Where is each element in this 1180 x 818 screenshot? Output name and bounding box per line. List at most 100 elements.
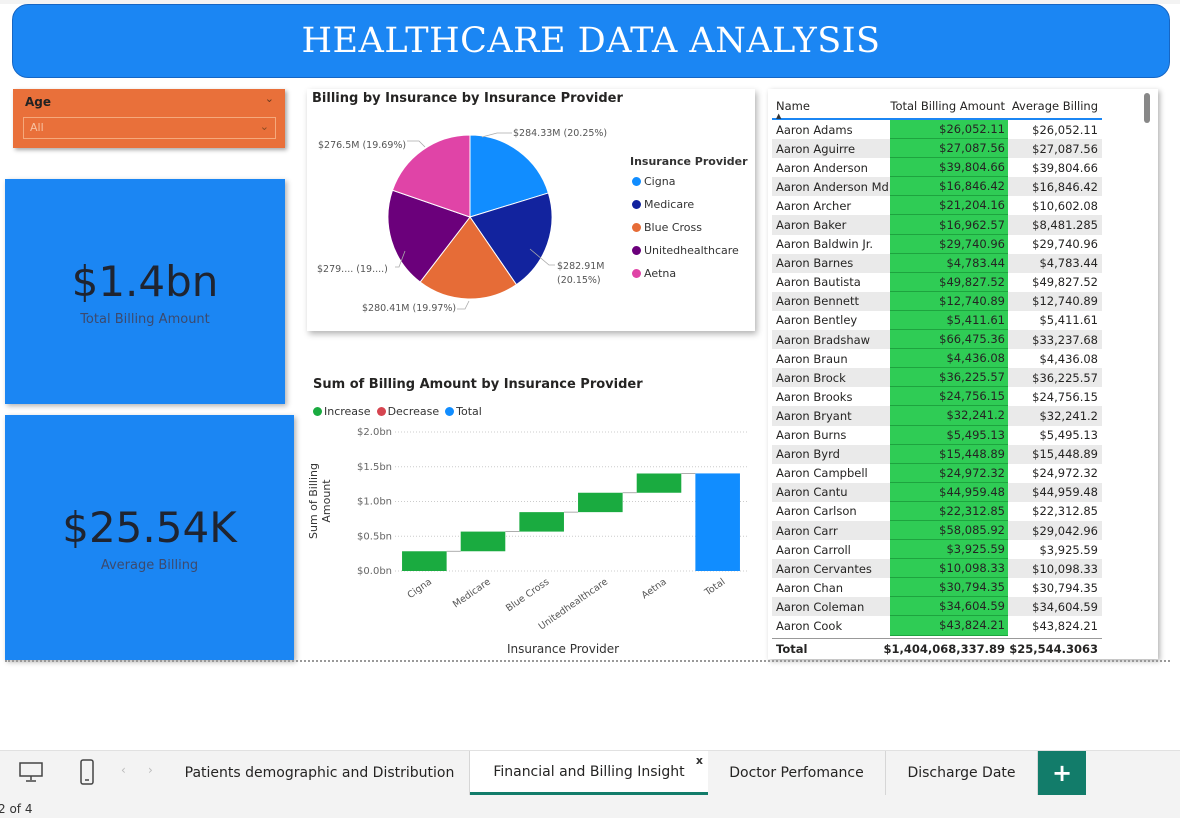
table-row[interactable]: Aaron Baldwin Jr. $29,740.96 $29,740.96 <box>772 234 1102 254</box>
col-header-average[interactable]: Average Billing <box>1011 98 1098 113</box>
cell-total-billing: $27,087.56 <box>890 139 1008 159</box>
cell-average-billing: $3,925.59 <box>1039 542 1098 557</box>
table-row[interactable]: Aaron Cantu $44,959.48 $44,959.48 <box>772 482 1102 502</box>
add-icon[interactable]: + <box>1038 751 1086 795</box>
legend-item-cigna[interactable]: Cigna <box>632 175 675 188</box>
legend-item-blue-cross[interactable]: Blue Cross <box>632 221 702 234</box>
y-tick-label: $0.0bn <box>357 566 392 577</box>
age-slicer[interactable]: Age ⌄ All ⌄ <box>13 89 285 148</box>
table-row[interactable]: Aaron Bryant $32,241.2 $32,241.2 <box>772 406 1102 426</box>
cell-average-billing: $39,804.66 <box>1032 160 1098 175</box>
table-row[interactable]: Aaron Bennett $12,740.89 $12,740.89 <box>772 291 1102 311</box>
cell-total-billing: $12,740.89 <box>890 291 1008 311</box>
billing-table[interactable]: Name Total Billing Amount Average Billin… <box>772 93 1102 660</box>
table-row[interactable]: Aaron Carr $58,085.92 $29,042.96 <box>772 520 1102 541</box>
card-label: Total Billing Amount <box>80 311 210 327</box>
legend-label: Aetna <box>644 267 677 280</box>
tab-doctor-performance[interactable]: Doctor Perfomance <box>708 751 886 795</box>
table-row[interactable]: Aaron Aguirre $27,087.56 $27,087.56 <box>772 139 1102 159</box>
table-row[interactable]: Aaron Adams $26,052.11 $26,052.11 <box>772 120 1102 140</box>
legend-dot-icon <box>632 269 641 278</box>
waterfall-bar-blue-cross[interactable] <box>519 512 564 532</box>
table-row[interactable]: Aaron Byrd $15,448.89 $15,448.89 <box>772 444 1102 464</box>
cell-total-billing: $4,436.08 <box>890 349 1008 369</box>
table-row[interactable]: Aaron Anderson $39,804.66 $39,804.66 <box>772 158 1102 178</box>
tab-patients-demographic[interactable]: Patients demographic and Distribution <box>170 751 470 795</box>
close-icon[interactable]: x <box>695 754 703 767</box>
table-row[interactable]: Aaron Baker $16,962.57 $8,481.285 <box>772 215 1102 235</box>
waterfall-bar-cigna[interactable] <box>402 551 447 571</box>
tab-label: Discharge Date <box>907 765 1016 781</box>
pie-slice-medicare[interactable] <box>469 192 553 286</box>
col-header-total[interactable]: Total Billing Amount <box>890 98 1005 113</box>
table-row[interactable]: Aaron Brock $36,225.57 $36,225.57 <box>772 368 1102 388</box>
chevron-down-icon[interactable]: ⌄ <box>264 92 274 105</box>
legend-item-unitedhealthcare[interactable]: Unitedhealthcare <box>632 244 739 257</box>
cell-average-billing: $24,972.32 <box>1032 466 1098 481</box>
waterfall-x-axis-label: Insurance Provider <box>507 642 620 656</box>
legend-item-aetna[interactable]: Aetna <box>632 267 676 280</box>
table-scrollbar[interactable] <box>1144 93 1150 123</box>
pie-slice-aetna[interactable] <box>391 134 471 218</box>
x-tick-label: Cigna <box>405 576 434 601</box>
total-billing-sum: $1,404,068,337.89 <box>883 642 1006 657</box>
waterfall-chart-panel[interactable]: Sum of Billing Amount by Insurance Provi… <box>307 370 757 662</box>
table-row[interactable]: Aaron Archer $21,204.16 $10,602.08 <box>772 196 1102 216</box>
table-row[interactable]: Aaron Braun $4,436.08 $4,436.08 <box>772 349 1102 369</box>
cell-name: Aaron Burns <box>776 428 847 443</box>
table-row[interactable]: Aaron Coleman $34,604.59 $34,604.59 <box>772 597 1102 617</box>
chevron-left-icon[interactable]: ‹ <box>121 763 126 777</box>
table-row[interactable]: Aaron Bentley $5,411.61 $5,411.61 <box>772 310 1102 331</box>
sort-ascending-icon[interactable]: ▲ <box>776 112 782 120</box>
y-tick-label: $2.0bn <box>357 427 392 438</box>
tab-discharge-date[interactable]: Discharge Date <box>886 751 1038 795</box>
waterfall-bar-medicare[interactable] <box>460 531 506 552</box>
waterfall-chart[interactable]: $0.0bn $0.5bn $1.0bn $1.5bn $2.0bn Cigna Medic… <box>307 370 757 662</box>
waterfall-bar-aetna[interactable] <box>636 473 682 493</box>
age-dropdown[interactable]: All ⌄ <box>23 117 276 139</box>
pie-label-aetna: $276.5M (19.69%) <box>318 140 407 151</box>
table-row[interactable]: Aaron Burns $5,495.13 $5,495.13 <box>772 425 1102 445</box>
average-billing-card[interactable]: $25.54K Average Billing <box>5 415 294 660</box>
phone-view-icon[interactable] <box>72 757 102 787</box>
table-row[interactable]: Aaron Bautista $49,827.52 $49,827.52 <box>772 272 1102 292</box>
col-header-name[interactable]: Name <box>776 98 810 113</box>
cell-average-billing: $22,312.85 <box>1032 504 1098 519</box>
table-row[interactable]: Aaron Chan $30,794.35 $30,794.35 <box>772 578 1102 598</box>
cell-name: Aaron Brooks <box>776 389 853 404</box>
desktop-view-icon[interactable] <box>16 757 46 787</box>
table-row[interactable]: Aaron Carroll $3,925.59 $3,925.59 <box>772 540 1102 560</box>
pie-slice-unitedhealthcare[interactable] <box>387 189 471 283</box>
legend-label: Unitedhealthcare <box>644 244 739 257</box>
table-row[interactable]: Aaron Cervantes $10,098.33 $10,098.33 <box>772 559 1102 579</box>
cell-total-billing: $4,783.44 <box>890 253 1008 273</box>
cell-name: Aaron Cook <box>776 618 843 633</box>
waterfall-bar-unitedhealthcare[interactable] <box>578 492 623 513</box>
table-row[interactable]: Aaron Bradshaw $66,475.36 $33,237.68 <box>772 330 1102 350</box>
cell-name: Aaron Archer <box>776 198 852 213</box>
billing-table-panel[interactable]: Name Total Billing Amount Average Billin… <box>768 89 1158 659</box>
legend-item-medicare[interactable]: Medicare <box>632 198 694 211</box>
chevron-right-icon[interactable]: › <box>148 763 153 777</box>
cell-average-billing: $32,241.2 <box>1039 408 1098 423</box>
tab-financial-billing[interactable]: Financial and Billing Insight x <box>470 751 708 795</box>
pie-label-cigna: $284.33M (20.25%) <box>513 128 608 139</box>
cell-name: Aaron Chan <box>776 580 844 595</box>
waterfall-bar-total[interactable] <box>695 473 740 571</box>
pie-chart[interactable] <box>307 89 755 331</box>
pie-slice-cigna[interactable] <box>469 134 550 218</box>
pie-chart-panel[interactable]: Billing by Insurance by Insurance Provid… <box>307 89 755 331</box>
cell-total-billing: $3,925.59 <box>890 540 1008 560</box>
y-tick-label: $0.5bn <box>357 531 392 542</box>
total-billing-card[interactable]: $1.4bn Total Billing Amount <box>5 179 285 404</box>
card-label: Average Billing <box>100 557 199 573</box>
table-row[interactable]: Aaron Campbell $24,972.32 $24,972.32 <box>772 463 1102 483</box>
table-row[interactable]: Aaron Cook $43,824.21 $43,824.21 <box>772 616 1102 636</box>
pie-slice-blue-cross[interactable] <box>419 216 518 300</box>
x-tick-label: Medicare <box>451 576 493 610</box>
table-row[interactable]: Aaron Barnes $4,783.44 $4,783.44 <box>772 253 1102 273</box>
table-row[interactable]: Aaron Anderson Md $16,846.42 $16,846.42 <box>772 177 1102 197</box>
table-row[interactable]: Aaron Brooks $24,756.15 $24,756.15 <box>772 387 1102 407</box>
total-label: Total <box>776 642 808 657</box>
table-row[interactable]: Aaron Carlson $22,312.85 $22,312.85 <box>772 501 1102 521</box>
